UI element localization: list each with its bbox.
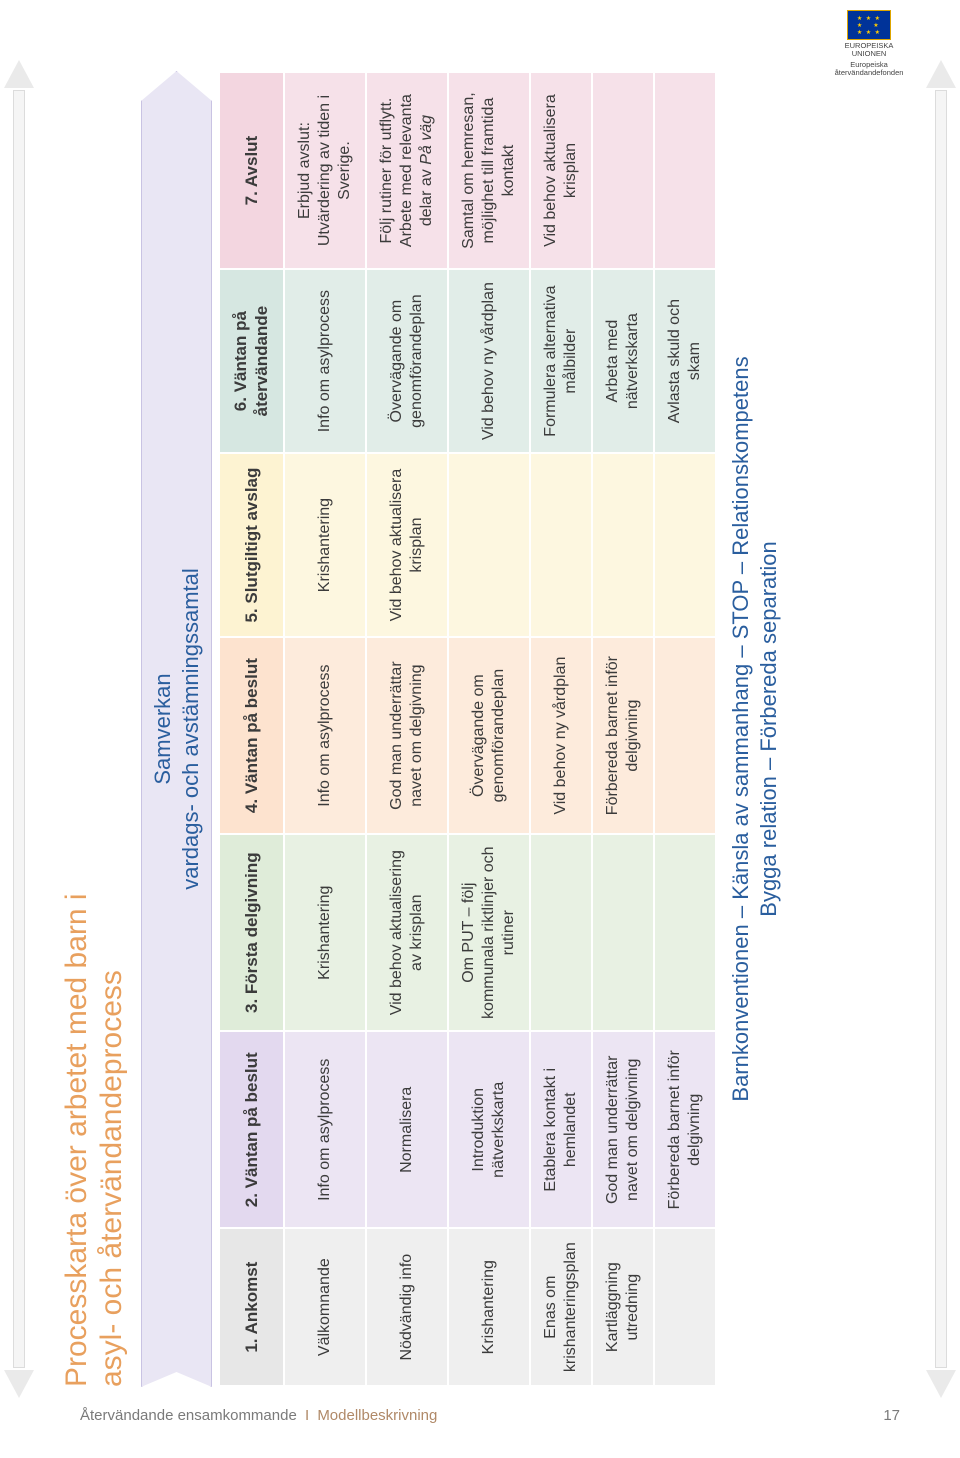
- column-header: 7. Avslut: [219, 72, 284, 269]
- table-cell: [448, 453, 530, 637]
- table-cell: [530, 453, 592, 637]
- table-cell: [654, 834, 716, 1031]
- footer-left: Återvändande ensamkommande: [80, 1407, 297, 1424]
- side-arrow-left-icon: [4, 60, 34, 1398]
- table-cell: Övervägande om genomförandeplan: [448, 637, 530, 834]
- table-cell: [654, 1228, 716, 1386]
- table-cell: Avlasta skuld och skam: [654, 269, 716, 453]
- samverkan-line-2: vardags- och avstämningssamtal: [177, 71, 205, 1387]
- footer-separator: I: [301, 1407, 313, 1424]
- table-cell: Vid behov ny vårdplan: [448, 269, 530, 453]
- table-cell: Normalisera: [366, 1031, 448, 1228]
- eu-logo-title: EUROPEISKA UNIONEN: [828, 42, 910, 59]
- footer-text: Återvändande ensamkommande I Modellbeskr…: [80, 1407, 437, 1424]
- table-cell: Info om asylprocess: [284, 269, 366, 453]
- samverkan-banner: Samverkan vardags- och avstämningssamtal: [141, 71, 212, 1387]
- table-cell: Samtal om hemresan, möjlighet till framt…: [448, 72, 530, 269]
- page-number: 17: [883, 1407, 900, 1424]
- table-cell: Vid behov aktualisera krisplan: [366, 453, 448, 637]
- table-cell: Kartläggning utredning: [592, 1228, 654, 1386]
- table-cell: Introduktion nätverkskarta: [448, 1031, 530, 1228]
- table-cell: Nödvändig info: [366, 1228, 448, 1386]
- table-cell: Erbjud avslut: Utvärdering av tiden i Sv…: [284, 72, 366, 269]
- title-line-2: asyl- och återvändandeprocess: [95, 71, 130, 1387]
- table-cell: Välkomnande: [284, 1228, 366, 1386]
- table-cell: Vid behov ny vårdplan: [530, 637, 592, 834]
- table-cell: Vid behov aktualisera krisplan: [530, 72, 592, 269]
- table-cell: [654, 72, 716, 269]
- table-cell: Förbereda barnet inför delgivning: [654, 1031, 716, 1228]
- column-header: 1. Ankomst: [219, 1228, 284, 1386]
- table-cell: Info om asylprocess: [284, 637, 366, 834]
- table-cell: Om PUT – följ kommunala riktlinjer och r…: [448, 834, 530, 1031]
- process-table: 1. Ankomst2. Väntan på beslut3. Första d…: [218, 71, 717, 1387]
- eu-flag-icon: ★ ★ ★★ ★★ ★ ★: [847, 10, 891, 40]
- barnkonv-line-1: Barnkonventionen – Känsla av sammanhang …: [727, 71, 756, 1387]
- table-cell: Formulera alternativa målbilder: [530, 269, 592, 453]
- table-cell: Förbereda barnet inför delgivning: [592, 637, 654, 834]
- table-cell: Övervägande om genomförandeplan: [366, 269, 448, 453]
- title-line-1: Processkarta över arbetet med barn i: [60, 71, 95, 1387]
- table-cell: Info om asylprocess: [284, 1031, 366, 1228]
- table-cell: Vid behov aktualisering av krisplan: [366, 834, 448, 1031]
- table-cell: Enas om krishanteringsplan: [530, 1228, 592, 1386]
- column-header: 5. Slutgiltigt avslag: [219, 453, 284, 637]
- table-cell: [654, 637, 716, 834]
- table-cell: [592, 453, 654, 637]
- table-cell: God man underrättar navet om delgivning: [592, 1031, 654, 1228]
- table-cell: Arbeta med nätverkskarta: [592, 269, 654, 453]
- barnkonv-line-2: Bygga relation – Förbereda separation: [755, 71, 784, 1387]
- table-cell: Etablera kontakt i hemlandet: [530, 1031, 592, 1228]
- side-arrow-right-icon: [926, 60, 956, 1398]
- table-cell: [592, 72, 654, 269]
- table-cell: God man underrättar navet om delgivning: [366, 637, 448, 834]
- column-header: 2. Väntan på beslut: [219, 1031, 284, 1228]
- table-cell: Följ rutiner för utflytt. Arbete med rel…: [366, 72, 448, 269]
- eu-stars-icon: ★ ★ ★★ ★★ ★ ★: [857, 15, 881, 36]
- footer-right: Modellbeskrivning: [317, 1407, 437, 1424]
- table-cell: [592, 834, 654, 1031]
- column-header: 4. Väntan på beslut: [219, 637, 284, 834]
- column-header: 6. Väntan på återvändande: [219, 269, 284, 453]
- table-cell: Krishantering: [284, 834, 366, 1031]
- table-cell: Krishantering: [448, 1228, 530, 1386]
- barnkonventionen-banner: Barnkonventionen – Känsla av sammanhang …: [717, 71, 790, 1387]
- table-cell: Krishantering: [284, 453, 366, 637]
- process-map: Processkarta över arbetet med barn i asy…: [60, 59, 900, 1399]
- samverkan-line-1: Samverkan: [149, 71, 177, 1387]
- table-cell: [530, 834, 592, 1031]
- page-title: Processkarta över arbetet med barn i asy…: [60, 59, 141, 1399]
- table-cell: [654, 453, 716, 637]
- column-header: 3. Första delgivning: [219, 834, 284, 1031]
